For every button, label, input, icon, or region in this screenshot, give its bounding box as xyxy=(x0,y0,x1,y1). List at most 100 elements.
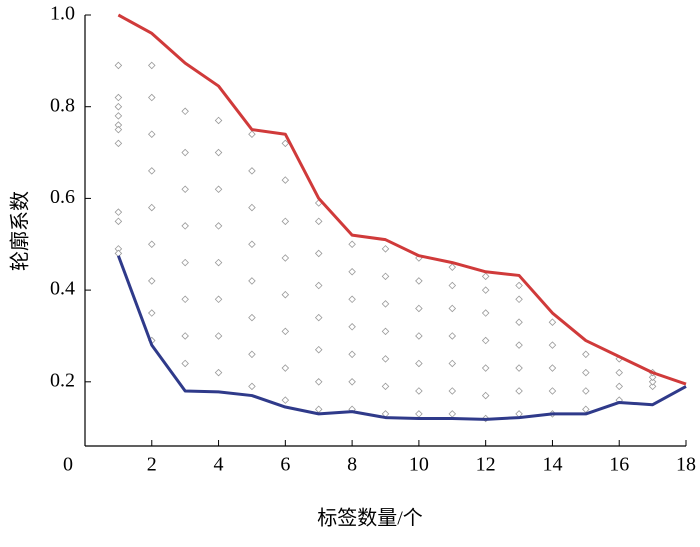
scatter-point xyxy=(181,107,189,116)
scatter-point xyxy=(615,368,623,377)
scatter-point xyxy=(281,254,290,262)
scatter-point xyxy=(148,203,156,212)
scatter-point xyxy=(314,345,323,354)
scatter-point xyxy=(114,61,123,70)
scatter-point xyxy=(114,249,123,258)
scatter-point xyxy=(582,387,590,395)
scatter-point xyxy=(648,373,657,381)
scatter-point xyxy=(214,185,223,193)
scatter-point xyxy=(248,277,256,285)
scatter-point xyxy=(214,148,223,157)
scatter-point xyxy=(148,61,156,70)
scatter-point xyxy=(448,359,457,368)
scatter-point xyxy=(448,387,457,395)
scatter-point xyxy=(114,125,123,134)
scatter-point xyxy=(314,405,323,414)
scatter-point xyxy=(114,139,123,148)
scatter-point xyxy=(281,217,290,226)
x-tick-label: 18 xyxy=(676,454,696,476)
scatter-point xyxy=(381,245,390,253)
scatter-point xyxy=(448,304,457,313)
scatter-point xyxy=(415,277,423,285)
scatter-point xyxy=(181,222,189,230)
scatter-point xyxy=(348,268,356,276)
x-tick-label: 8 xyxy=(347,454,357,476)
scatter-point xyxy=(148,277,156,285)
x-tick-label: 0 xyxy=(63,454,73,476)
scatter-point xyxy=(381,327,390,336)
scatter-point xyxy=(348,323,356,331)
scatter-point xyxy=(481,309,490,317)
scatter-point xyxy=(181,185,189,193)
scatter-point xyxy=(314,378,323,386)
scatter-point xyxy=(281,327,290,336)
scatter-point xyxy=(615,382,623,391)
scatter-point xyxy=(181,258,189,267)
scatter-point xyxy=(448,263,457,271)
x-tick-label: 2 xyxy=(147,454,157,476)
scatter-point xyxy=(448,410,457,418)
x-axis-label: 标签数量/个 xyxy=(317,507,423,530)
scatter-point xyxy=(181,295,189,304)
scatter-point xyxy=(515,318,523,326)
line xyxy=(117,13,687,386)
scatter-point xyxy=(114,208,123,216)
x-tick-label: 10 xyxy=(409,454,429,476)
scatter-point xyxy=(114,102,123,111)
scatter-point xyxy=(214,368,223,377)
scatter-point xyxy=(415,304,423,313)
scatter-point xyxy=(481,391,490,400)
scatter-point xyxy=(448,332,457,340)
scatter-point xyxy=(348,240,356,249)
x-tick-label: 4 xyxy=(214,454,224,476)
scatter-point xyxy=(214,258,223,267)
scatter-point xyxy=(481,272,490,281)
scatter-point xyxy=(481,364,490,372)
scatter-point xyxy=(248,350,256,359)
scatter-point xyxy=(214,332,223,340)
scatter-point xyxy=(248,167,256,175)
x-tick-label: 16 xyxy=(609,454,629,476)
scatter-point xyxy=(515,281,523,290)
scatter-point xyxy=(148,309,156,317)
y-tick-label: 1.0 xyxy=(50,3,75,25)
scatter-point xyxy=(515,295,523,304)
y-tick-label: 0.2 xyxy=(50,369,75,391)
scatter-point xyxy=(515,387,523,395)
scatter-point xyxy=(515,341,523,349)
scatter-point xyxy=(248,240,256,249)
scatter-point xyxy=(348,350,356,359)
scatter-point xyxy=(448,281,457,290)
scatter-point xyxy=(348,295,356,304)
scatter-point xyxy=(548,341,557,349)
scatter-point xyxy=(415,387,423,395)
y-tick-label: 0.8 xyxy=(50,94,75,116)
scatter-point xyxy=(248,382,256,391)
x-tick-label: 14 xyxy=(542,454,562,476)
scatter-point xyxy=(648,382,657,391)
scatter-point xyxy=(181,359,189,368)
scatter-point xyxy=(314,281,323,290)
scatter-point xyxy=(148,167,156,175)
scatter-point xyxy=(381,355,390,363)
scatter-point xyxy=(181,148,189,157)
scatter-point xyxy=(582,350,590,359)
scatter-point xyxy=(281,176,290,184)
scatter-point xyxy=(148,93,156,102)
scatter-point xyxy=(381,300,390,308)
scatter-point xyxy=(415,359,423,368)
y-tick-label: 0.4 xyxy=(50,278,75,300)
y-tick-label: 0.6 xyxy=(50,186,75,208)
scatter-point xyxy=(314,217,323,226)
line xyxy=(116,255,687,421)
scatter-point xyxy=(314,249,323,258)
scatter-point xyxy=(114,112,123,120)
scatter-point xyxy=(415,332,423,340)
scatter-point xyxy=(548,318,557,326)
scatter-point xyxy=(281,290,290,299)
scatter-point xyxy=(381,382,390,391)
scatter-point xyxy=(348,378,356,386)
scatter-point xyxy=(281,396,290,404)
scatter-point xyxy=(415,410,423,418)
